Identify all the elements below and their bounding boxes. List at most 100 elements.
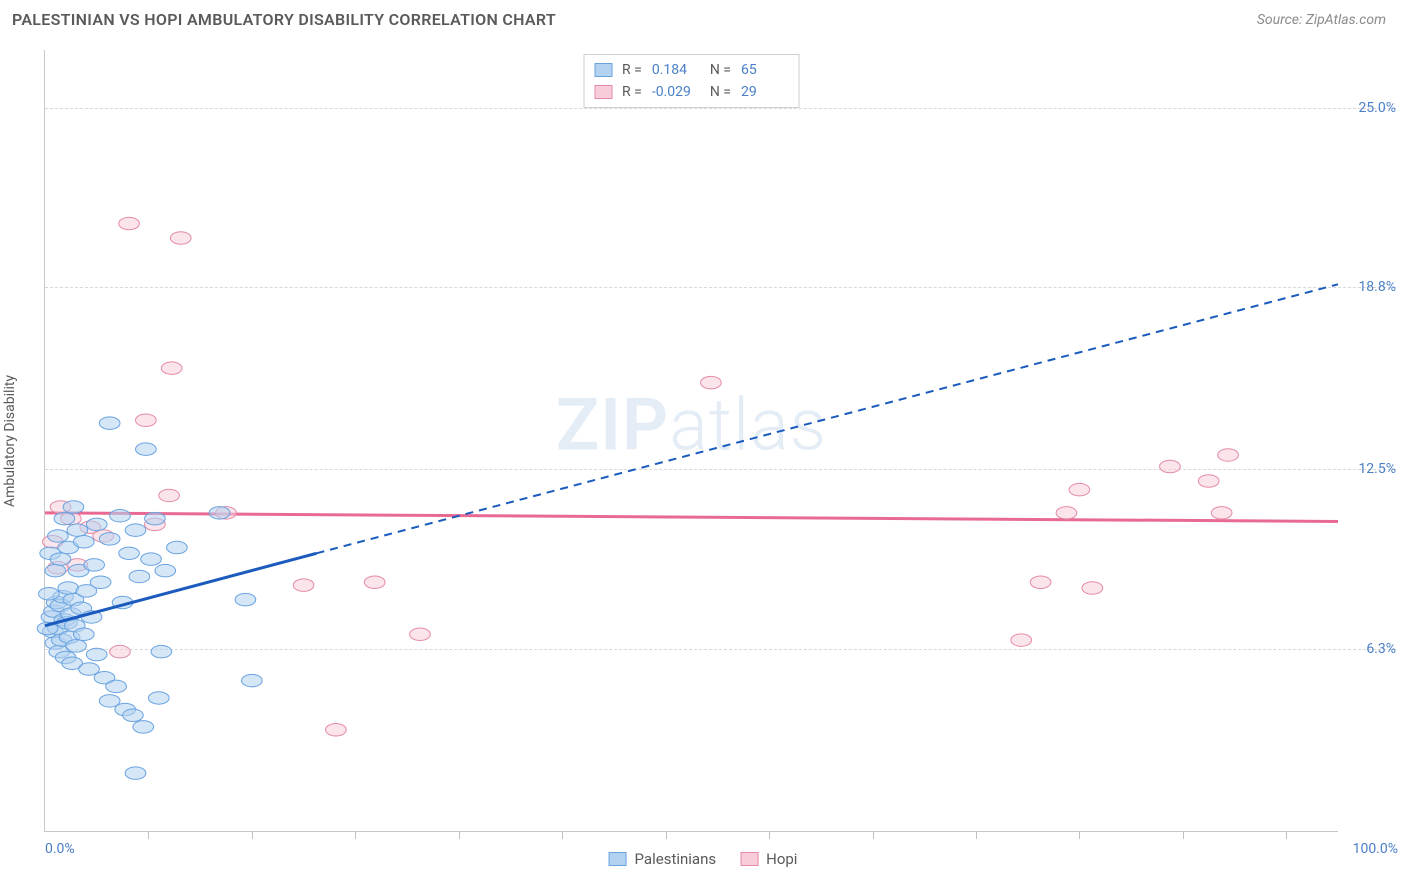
x-minor-tick xyxy=(459,831,460,839)
data-point-hopi xyxy=(1011,634,1032,646)
r-value: 0.184 xyxy=(652,59,700,81)
data-point-palestinians xyxy=(99,695,120,707)
data-point-palestinians xyxy=(129,570,150,582)
legend-item: Palestinians xyxy=(609,850,717,868)
data-point-palestinians xyxy=(86,518,107,530)
data-point-hopi xyxy=(161,362,182,374)
trend-line-palestinians-dashed xyxy=(317,284,1338,553)
chart-container: Ambulatory Disability ZIPatlas 6.3%12.5%… xyxy=(44,50,1338,832)
data-point-palestinians xyxy=(242,674,263,686)
legend-item: Hopi xyxy=(740,850,797,868)
data-point-hopi xyxy=(364,576,385,588)
data-point-hopi xyxy=(159,489,180,501)
data-point-hopi xyxy=(1082,582,1103,594)
data-point-palestinians xyxy=(209,507,230,519)
x-minor-tick xyxy=(355,831,356,839)
data-point-hopi xyxy=(1056,507,1077,519)
y-tick-label: 12.5% xyxy=(1344,461,1396,477)
legend-stats: R = 0.184 N = 65 R = -0.029 N = 29 xyxy=(583,54,800,108)
data-point-hopi xyxy=(1198,475,1219,487)
data-point-palestinians xyxy=(86,648,107,660)
data-point-hopi xyxy=(701,376,722,388)
y-axis-label: Ambulatory Disability xyxy=(2,375,18,507)
data-point-palestinians xyxy=(235,593,256,605)
data-point-hopi xyxy=(1218,449,1239,461)
data-point-palestinians xyxy=(99,417,120,429)
n-value: 65 xyxy=(741,59,789,81)
legend-label: Palestinians xyxy=(635,850,717,868)
source-attribution: Source: ZipAtlas.com xyxy=(1257,12,1386,28)
data-point-hopi xyxy=(1160,460,1181,472)
data-point-palestinians xyxy=(106,680,127,692)
legend-swatch xyxy=(594,85,612,99)
y-tick-label: 25.0% xyxy=(1344,100,1396,116)
data-point-palestinians xyxy=(141,553,162,565)
y-tick-label: 6.3% xyxy=(1344,641,1396,657)
data-point-palestinians xyxy=(50,553,71,565)
legend-series: Palestinians Hopi xyxy=(609,850,798,868)
data-point-palestinians xyxy=(125,524,146,536)
r-label: R = xyxy=(622,59,642,81)
x-minor-tick xyxy=(976,831,977,839)
x-minor-tick xyxy=(252,831,253,839)
x-minor-tick xyxy=(148,831,149,839)
source-name: ZipAtlas.com xyxy=(1306,12,1386,28)
x-axis-min-label: 0.0% xyxy=(45,841,75,857)
data-point-palestinians xyxy=(145,512,166,524)
r-value: -0.029 xyxy=(652,81,700,103)
x-axis-max-label: 100.0% xyxy=(1353,841,1398,857)
data-point-palestinians xyxy=(155,564,176,576)
data-point-palestinians xyxy=(136,443,157,455)
data-point-palestinians xyxy=(66,640,87,652)
data-point-palestinians xyxy=(73,535,94,547)
n-label: N = xyxy=(710,59,731,81)
data-point-palestinians xyxy=(45,564,66,576)
data-point-hopi xyxy=(110,645,131,657)
x-minor-tick xyxy=(666,831,667,839)
data-point-hopi xyxy=(1211,507,1232,519)
data-point-palestinians xyxy=(39,588,60,600)
data-point-palestinians xyxy=(151,645,172,657)
data-point-palestinians xyxy=(110,509,131,521)
data-point-palestinians xyxy=(84,559,105,571)
data-point-hopi xyxy=(1069,483,1090,495)
data-point-hopi xyxy=(1030,576,1051,588)
plot-area: ZIPatlas 6.3%12.5%18.8%25.0% R =0.184N =… xyxy=(44,50,1338,832)
x-minor-tick xyxy=(562,831,563,839)
data-point-hopi xyxy=(119,217,140,229)
data-point-palestinians xyxy=(48,530,69,542)
y-tick-label: 18.8% xyxy=(1344,279,1396,295)
legend-label: Hopi xyxy=(766,850,797,868)
x-minor-tick xyxy=(769,831,770,839)
data-point-palestinians xyxy=(148,692,169,704)
x-minor-tick xyxy=(1079,831,1080,839)
r-label: R = xyxy=(622,81,642,103)
data-point-palestinians xyxy=(58,582,79,594)
legend-stats-row: R = 0.184 N = 65 xyxy=(594,59,789,81)
x-minor-tick xyxy=(873,831,874,839)
legend-stats-row: R = -0.029 N = 29 xyxy=(594,81,789,103)
legend-swatch xyxy=(594,63,612,77)
data-point-palestinians xyxy=(63,501,84,513)
x-minor-tick xyxy=(1183,831,1184,839)
n-value: 29 xyxy=(741,81,789,103)
data-point-hopi xyxy=(410,628,431,640)
legend-swatch xyxy=(740,852,758,866)
data-point-palestinians xyxy=(90,576,111,588)
data-point-palestinians xyxy=(167,541,188,553)
data-point-hopi xyxy=(170,232,191,244)
source-prefix: Source: xyxy=(1257,12,1306,28)
x-minor-tick xyxy=(1286,831,1287,839)
data-point-hopi xyxy=(136,414,157,426)
data-point-palestinians xyxy=(125,767,146,779)
chart-title: PALESTINIAN VS HOPI AMBULATORY DISABILIT… xyxy=(12,10,556,29)
trend-line-hopi xyxy=(45,513,1338,522)
data-point-hopi xyxy=(293,579,314,591)
scatter-svg xyxy=(45,50,1338,831)
data-point-palestinians xyxy=(54,512,75,524)
data-point-palestinians xyxy=(99,533,120,545)
data-point-palestinians xyxy=(119,547,140,559)
n-label: N = xyxy=(710,81,731,103)
data-point-palestinians xyxy=(133,721,154,733)
data-point-palestinians xyxy=(123,709,144,721)
